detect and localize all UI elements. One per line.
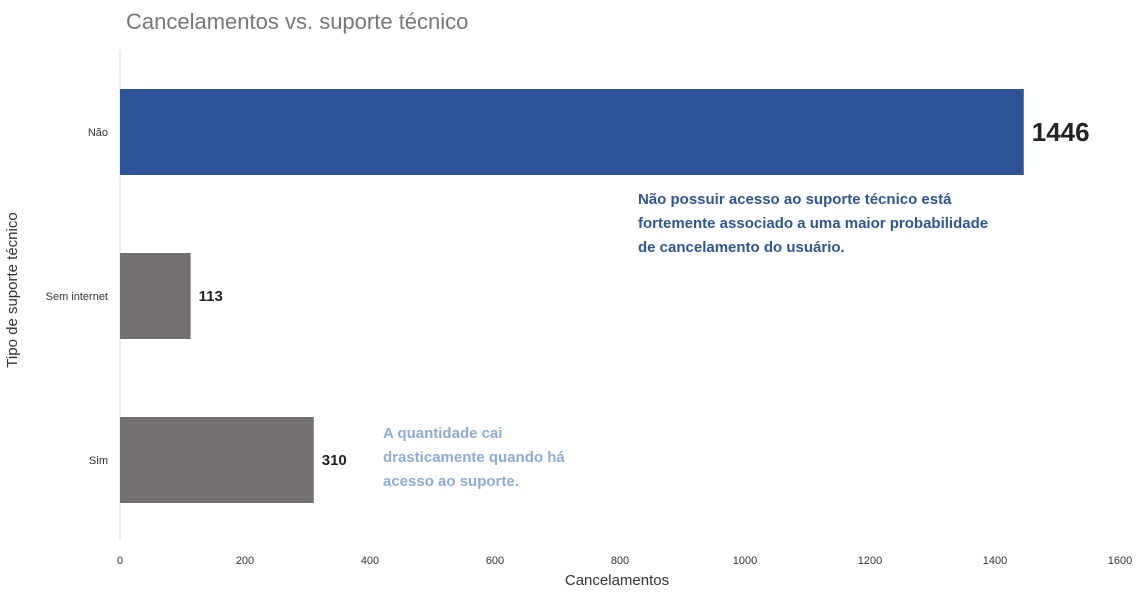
- y-category-label: Não: [88, 127, 108, 139]
- bar: [120, 253, 191, 339]
- bar-value-label: 1446: [1032, 117, 1090, 147]
- x-tick-label: 200: [236, 555, 254, 567]
- chart-annotation: A quantidade cai drasticamente quando há a…: [383, 425, 565, 490]
- x-tick-label: 800: [611, 555, 629, 567]
- y-axis-title: Tipo de suporte técnico: [4, 212, 21, 367]
- y-category-label: Sem internet: [46, 291, 108, 303]
- x-tick-label: 600: [486, 555, 504, 567]
- bar-value-label: 310: [322, 452, 347, 469]
- chart-annotation: Não possuir acesso ao suporte técnico es…: [638, 191, 988, 256]
- x-tick-label: 1600: [1108, 555, 1132, 567]
- y-category-label: Sim: [89, 455, 108, 467]
- x-tick-label: 1400: [983, 555, 1007, 567]
- chart-title: Cancelamentos vs. suporte técnico: [126, 9, 468, 34]
- x-tick-label: 1000: [733, 555, 757, 567]
- x-axis-title: Cancelamentos: [565, 572, 669, 589]
- bar: [120, 89, 1024, 175]
- x-tick-label: 0: [117, 555, 123, 567]
- bar: [120, 417, 314, 503]
- bar-value-label: 113: [199, 288, 223, 305]
- x-tick-label: 1200: [858, 555, 882, 567]
- x-tick-label: 400: [361, 555, 379, 567]
